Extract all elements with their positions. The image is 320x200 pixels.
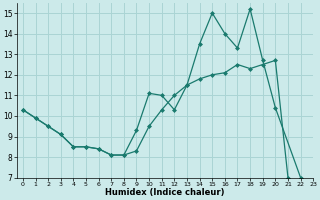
- X-axis label: Humidex (Indice chaleur): Humidex (Indice chaleur): [105, 188, 225, 197]
